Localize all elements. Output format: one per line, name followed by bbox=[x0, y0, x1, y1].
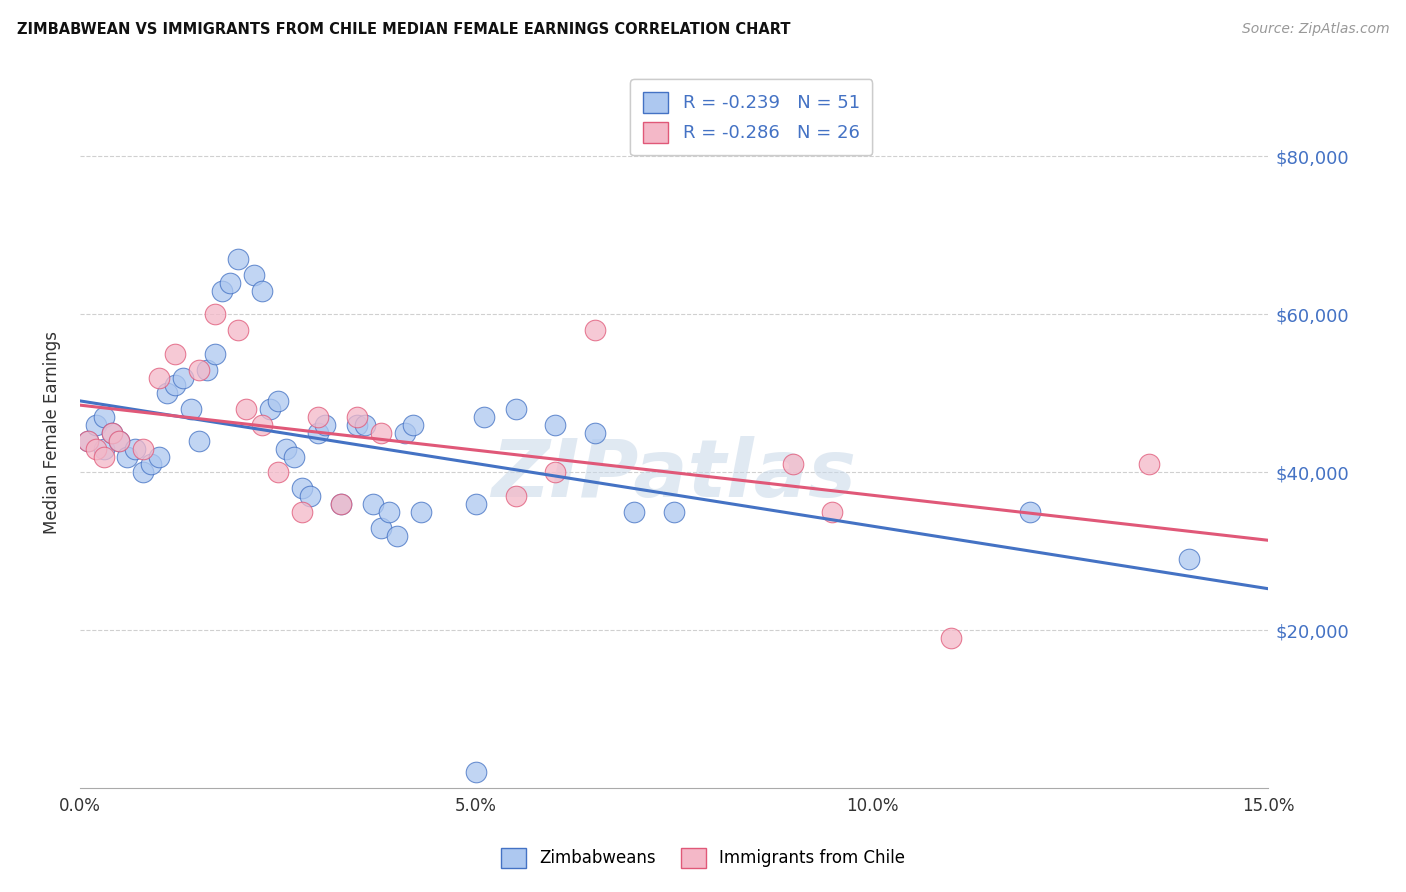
Point bbox=[298, 489, 321, 503]
Point bbox=[187, 362, 209, 376]
Point bbox=[505, 402, 527, 417]
Point bbox=[195, 362, 218, 376]
Point bbox=[544, 466, 567, 480]
Point bbox=[117, 450, 139, 464]
Point bbox=[291, 505, 314, 519]
Point bbox=[283, 450, 305, 464]
Point bbox=[330, 497, 353, 511]
Point bbox=[108, 434, 131, 448]
Point bbox=[148, 370, 170, 384]
Point bbox=[141, 458, 163, 472]
Point bbox=[243, 268, 266, 282]
Point bbox=[274, 442, 297, 456]
Point bbox=[505, 489, 527, 503]
Point bbox=[1137, 458, 1160, 472]
Point bbox=[370, 520, 392, 534]
Text: ZIMBABWEAN VS IMMIGRANTS FROM CHILE MEDIAN FEMALE EARNINGS CORRELATION CHART: ZIMBABWEAN VS IMMIGRANTS FROM CHILE MEDI… bbox=[17, 22, 790, 37]
Point bbox=[394, 425, 416, 440]
Point bbox=[250, 284, 273, 298]
Point bbox=[465, 765, 488, 780]
Point bbox=[108, 434, 131, 448]
Text: ZIPatlas: ZIPatlas bbox=[492, 436, 856, 515]
Point bbox=[124, 442, 146, 456]
Text: Source: ZipAtlas.com: Source: ZipAtlas.com bbox=[1241, 22, 1389, 37]
Point bbox=[76, 434, 98, 448]
Point bbox=[84, 417, 107, 432]
Point bbox=[1178, 552, 1201, 566]
Y-axis label: Median Female Earnings: Median Female Earnings bbox=[44, 331, 60, 534]
Point bbox=[187, 434, 209, 448]
Point bbox=[472, 410, 495, 425]
Point bbox=[93, 450, 115, 464]
Point bbox=[211, 284, 233, 298]
Point bbox=[623, 505, 645, 519]
Point bbox=[544, 417, 567, 432]
Point bbox=[346, 410, 368, 425]
Point bbox=[401, 417, 423, 432]
Point bbox=[307, 410, 329, 425]
Point bbox=[370, 425, 392, 440]
Point bbox=[662, 505, 685, 519]
Point bbox=[219, 276, 242, 290]
Point bbox=[385, 528, 408, 542]
Point bbox=[378, 505, 401, 519]
Point bbox=[1019, 505, 1042, 519]
Point bbox=[583, 323, 606, 337]
Point bbox=[100, 425, 122, 440]
Legend: R = -0.239   N = 51, R = -0.286   N = 26: R = -0.239 N = 51, R = -0.286 N = 26 bbox=[630, 79, 872, 155]
Point bbox=[330, 497, 353, 511]
Point bbox=[409, 505, 432, 519]
Point bbox=[346, 417, 368, 432]
Point bbox=[354, 417, 377, 432]
Point bbox=[941, 631, 963, 645]
Point bbox=[226, 323, 249, 337]
Point bbox=[132, 466, 155, 480]
Point bbox=[267, 394, 290, 409]
Point bbox=[583, 425, 606, 440]
Point bbox=[259, 402, 281, 417]
Point bbox=[163, 347, 186, 361]
Point bbox=[465, 497, 488, 511]
Point bbox=[172, 370, 194, 384]
Point bbox=[821, 505, 844, 519]
Point bbox=[163, 378, 186, 392]
Legend: Zimbabweans, Immigrants from Chile: Zimbabweans, Immigrants from Chile bbox=[494, 841, 912, 875]
Point bbox=[782, 458, 804, 472]
Point bbox=[148, 450, 170, 464]
Point bbox=[76, 434, 98, 448]
Point bbox=[156, 386, 179, 401]
Point bbox=[235, 402, 257, 417]
Point bbox=[93, 410, 115, 425]
Point bbox=[267, 466, 290, 480]
Point bbox=[226, 252, 249, 266]
Point bbox=[204, 347, 226, 361]
Point bbox=[250, 417, 273, 432]
Point bbox=[204, 307, 226, 321]
Point bbox=[180, 402, 202, 417]
Point bbox=[307, 425, 329, 440]
Point bbox=[361, 497, 384, 511]
Point bbox=[100, 425, 122, 440]
Point bbox=[291, 481, 314, 495]
Point bbox=[93, 442, 115, 456]
Point bbox=[84, 442, 107, 456]
Point bbox=[132, 442, 155, 456]
Point bbox=[314, 417, 336, 432]
